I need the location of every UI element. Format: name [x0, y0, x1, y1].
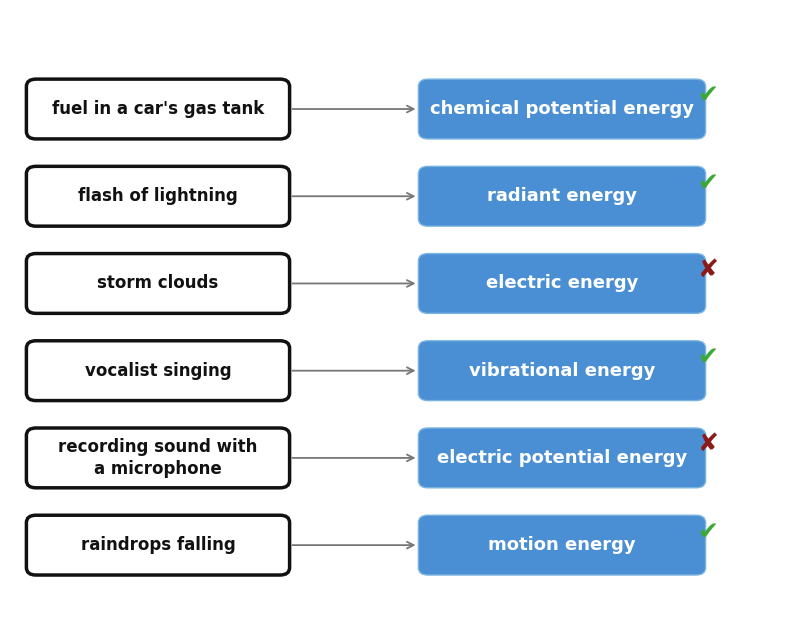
FancyBboxPatch shape — [26, 341, 290, 401]
Text: ✔: ✔ — [698, 171, 718, 195]
Text: storm clouds: storm clouds — [98, 275, 218, 292]
FancyBboxPatch shape — [26, 79, 290, 139]
FancyBboxPatch shape — [26, 515, 290, 575]
FancyBboxPatch shape — [418, 428, 706, 488]
Text: radiant energy: radiant energy — [487, 188, 637, 205]
Text: ✔: ✔ — [698, 520, 718, 544]
Text: ✘: ✘ — [698, 432, 718, 457]
FancyBboxPatch shape — [418, 79, 706, 139]
Text: ✔: ✔ — [698, 345, 718, 369]
Text: raindrops falling: raindrops falling — [81, 536, 235, 554]
Text: motion energy: motion energy — [488, 536, 636, 554]
FancyBboxPatch shape — [418, 254, 706, 313]
Text: electric energy: electric energy — [486, 275, 638, 292]
Text: recording sound with
a microphone: recording sound with a microphone — [58, 438, 258, 478]
Text: vocalist singing: vocalist singing — [85, 362, 231, 379]
Text: chemical potential energy: chemical potential energy — [430, 100, 694, 118]
FancyBboxPatch shape — [26, 428, 290, 488]
FancyBboxPatch shape — [26, 254, 290, 313]
FancyBboxPatch shape — [418, 166, 706, 226]
FancyBboxPatch shape — [418, 341, 706, 401]
Text: flash of lightning: flash of lightning — [78, 188, 238, 205]
Text: ✔: ✔ — [698, 83, 718, 108]
FancyBboxPatch shape — [418, 515, 706, 575]
Text: electric potential energy: electric potential energy — [437, 449, 687, 467]
Text: ✘: ✘ — [698, 258, 718, 282]
Text: vibrational energy: vibrational energy — [469, 362, 655, 379]
Text: fuel in a car's gas tank: fuel in a car's gas tank — [52, 100, 264, 118]
FancyBboxPatch shape — [26, 166, 290, 226]
